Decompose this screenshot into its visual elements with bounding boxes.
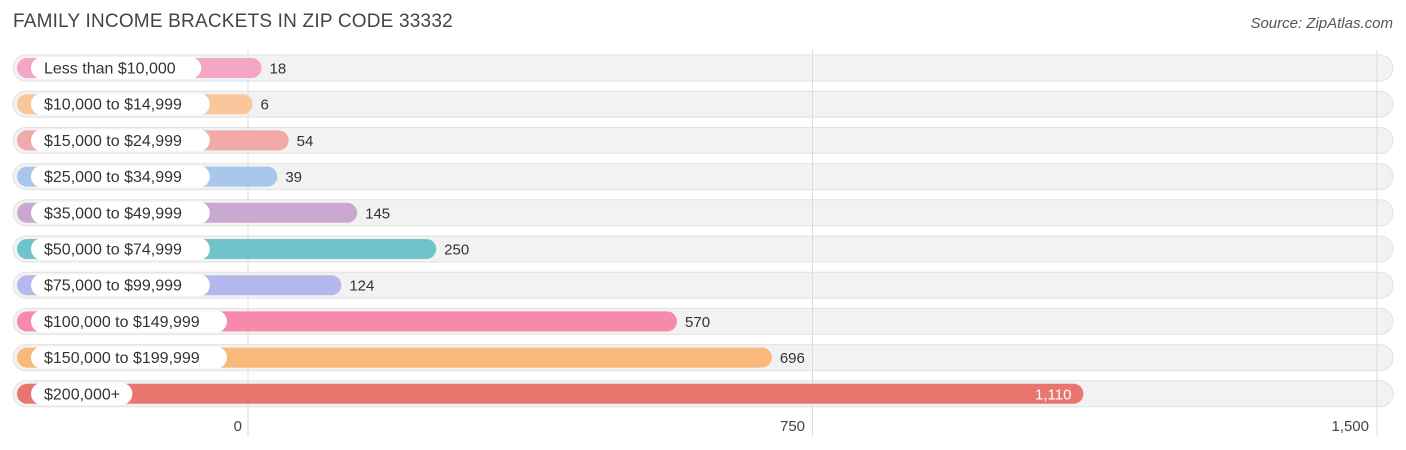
category-label-pill xyxy=(31,93,210,116)
row-background xyxy=(12,271,1394,299)
row-background xyxy=(12,54,1394,82)
row-background xyxy=(12,163,1394,191)
value-label: 696 xyxy=(780,350,805,367)
category-label-pill xyxy=(31,201,210,224)
value-label: 250 xyxy=(444,242,469,259)
tick-label: 750 xyxy=(780,418,805,435)
category-label-pill xyxy=(31,346,227,369)
category-label: $200,000+ xyxy=(44,386,120,403)
category-label: $25,000 to $34,999 xyxy=(44,169,182,186)
category-label: $50,000 to $74,999 xyxy=(44,242,182,259)
value-label: 570 xyxy=(685,314,710,331)
category-label: $10,000 to $14,999 xyxy=(44,97,182,114)
value-label: 124 xyxy=(349,278,374,295)
category-label: Less than $10,000 xyxy=(44,61,176,78)
row-background xyxy=(12,90,1394,118)
tick-label: 0 xyxy=(234,418,242,435)
category-label: $15,000 to $24,999 xyxy=(44,133,182,150)
category-label: $35,000 to $49,999 xyxy=(44,205,182,222)
row-background xyxy=(12,199,1394,227)
category-label: $100,000 to $149,999 xyxy=(44,314,200,331)
category-label: $75,000 to $99,999 xyxy=(44,278,182,295)
chart-source: Source: ZipAtlas.com xyxy=(1250,15,1393,32)
value-label: 18 xyxy=(270,61,287,78)
tick-label: 1,500 xyxy=(1331,418,1369,435)
category-label-pill xyxy=(31,274,210,297)
category-label-pill xyxy=(31,382,133,405)
value-label: 6 xyxy=(261,97,269,114)
value-label: 39 xyxy=(285,169,302,186)
chart-title: FAMILY INCOME BRACKETS IN ZIP CODE 33332 xyxy=(13,11,453,32)
category-label-pill xyxy=(31,310,227,333)
bar xyxy=(17,383,1084,404)
category-label-pill xyxy=(31,129,210,152)
value-label: 145 xyxy=(365,205,390,222)
value-label: 1,110 xyxy=(1035,386,1071,403)
value-label: 54 xyxy=(297,133,314,150)
category-label: $150,000 to $199,999 xyxy=(44,350,200,367)
row-background xyxy=(12,126,1394,154)
category-label-pill xyxy=(31,57,202,79)
category-label-pill xyxy=(31,238,210,260)
category-label-pill xyxy=(31,165,210,188)
